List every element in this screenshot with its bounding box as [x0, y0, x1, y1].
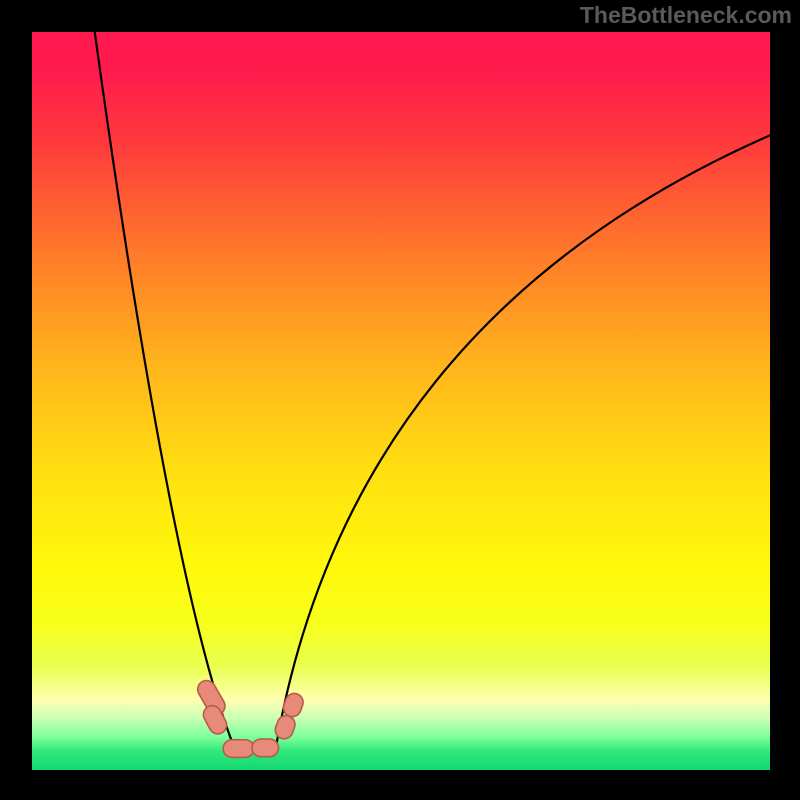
watermark-text: TheBottleneck.com [580, 2, 792, 29]
bottleneck-plot [32, 32, 770, 770]
chart-frame: TheBottleneck.com [0, 0, 800, 800]
gradient-background [32, 32, 770, 770]
data-marker [252, 739, 279, 757]
data-marker [223, 740, 254, 758]
